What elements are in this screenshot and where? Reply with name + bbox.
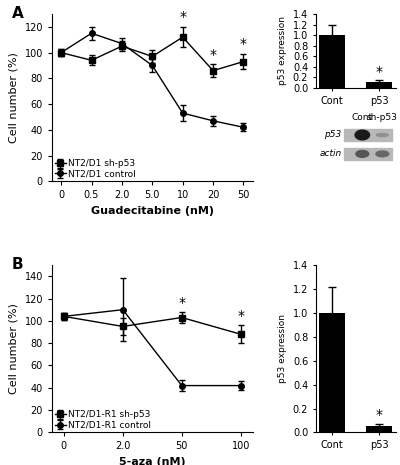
Bar bbox=[320, 35, 345, 88]
Bar bbox=[366, 82, 392, 88]
Text: *: * bbox=[179, 10, 186, 24]
Y-axis label: Cell number (%): Cell number (%) bbox=[9, 303, 19, 394]
Text: Cont: Cont bbox=[352, 113, 373, 122]
Bar bbox=[344, 148, 392, 159]
Legend: NT2/D1 sh-p53, NT2/D1 control: NT2/D1 sh-p53, NT2/D1 control bbox=[55, 159, 136, 179]
Bar bbox=[366, 426, 392, 432]
Ellipse shape bbox=[376, 151, 389, 157]
Text: *: * bbox=[376, 65, 383, 79]
Text: *: * bbox=[178, 296, 185, 310]
Text: sh-p53: sh-p53 bbox=[367, 113, 398, 122]
Ellipse shape bbox=[376, 133, 388, 136]
Y-axis label: p53 expression: p53 expression bbox=[278, 16, 287, 86]
Text: p53: p53 bbox=[324, 131, 342, 140]
Text: *: * bbox=[240, 37, 247, 51]
Y-axis label: p53 expression: p53 expression bbox=[278, 314, 287, 383]
Legend: NT2/D1-R1 sh-p53, NT2/D1-R1 control: NT2/D1-R1 sh-p53, NT2/D1-R1 control bbox=[55, 411, 151, 430]
Ellipse shape bbox=[356, 151, 369, 157]
Text: actin: actin bbox=[319, 149, 342, 159]
Text: A: A bbox=[12, 6, 24, 20]
Text: *: * bbox=[376, 408, 383, 422]
Bar bbox=[320, 313, 345, 432]
Bar bbox=[344, 129, 392, 141]
Text: *: * bbox=[237, 309, 244, 323]
Ellipse shape bbox=[355, 130, 370, 140]
Text: *: * bbox=[210, 47, 216, 61]
Text: B: B bbox=[12, 257, 24, 272]
Y-axis label: Cell number (%): Cell number (%) bbox=[9, 52, 19, 143]
X-axis label: Guadecitabine (nM): Guadecitabine (nM) bbox=[91, 206, 214, 216]
X-axis label: 5-aza (nM): 5-aza (nM) bbox=[119, 457, 186, 465]
